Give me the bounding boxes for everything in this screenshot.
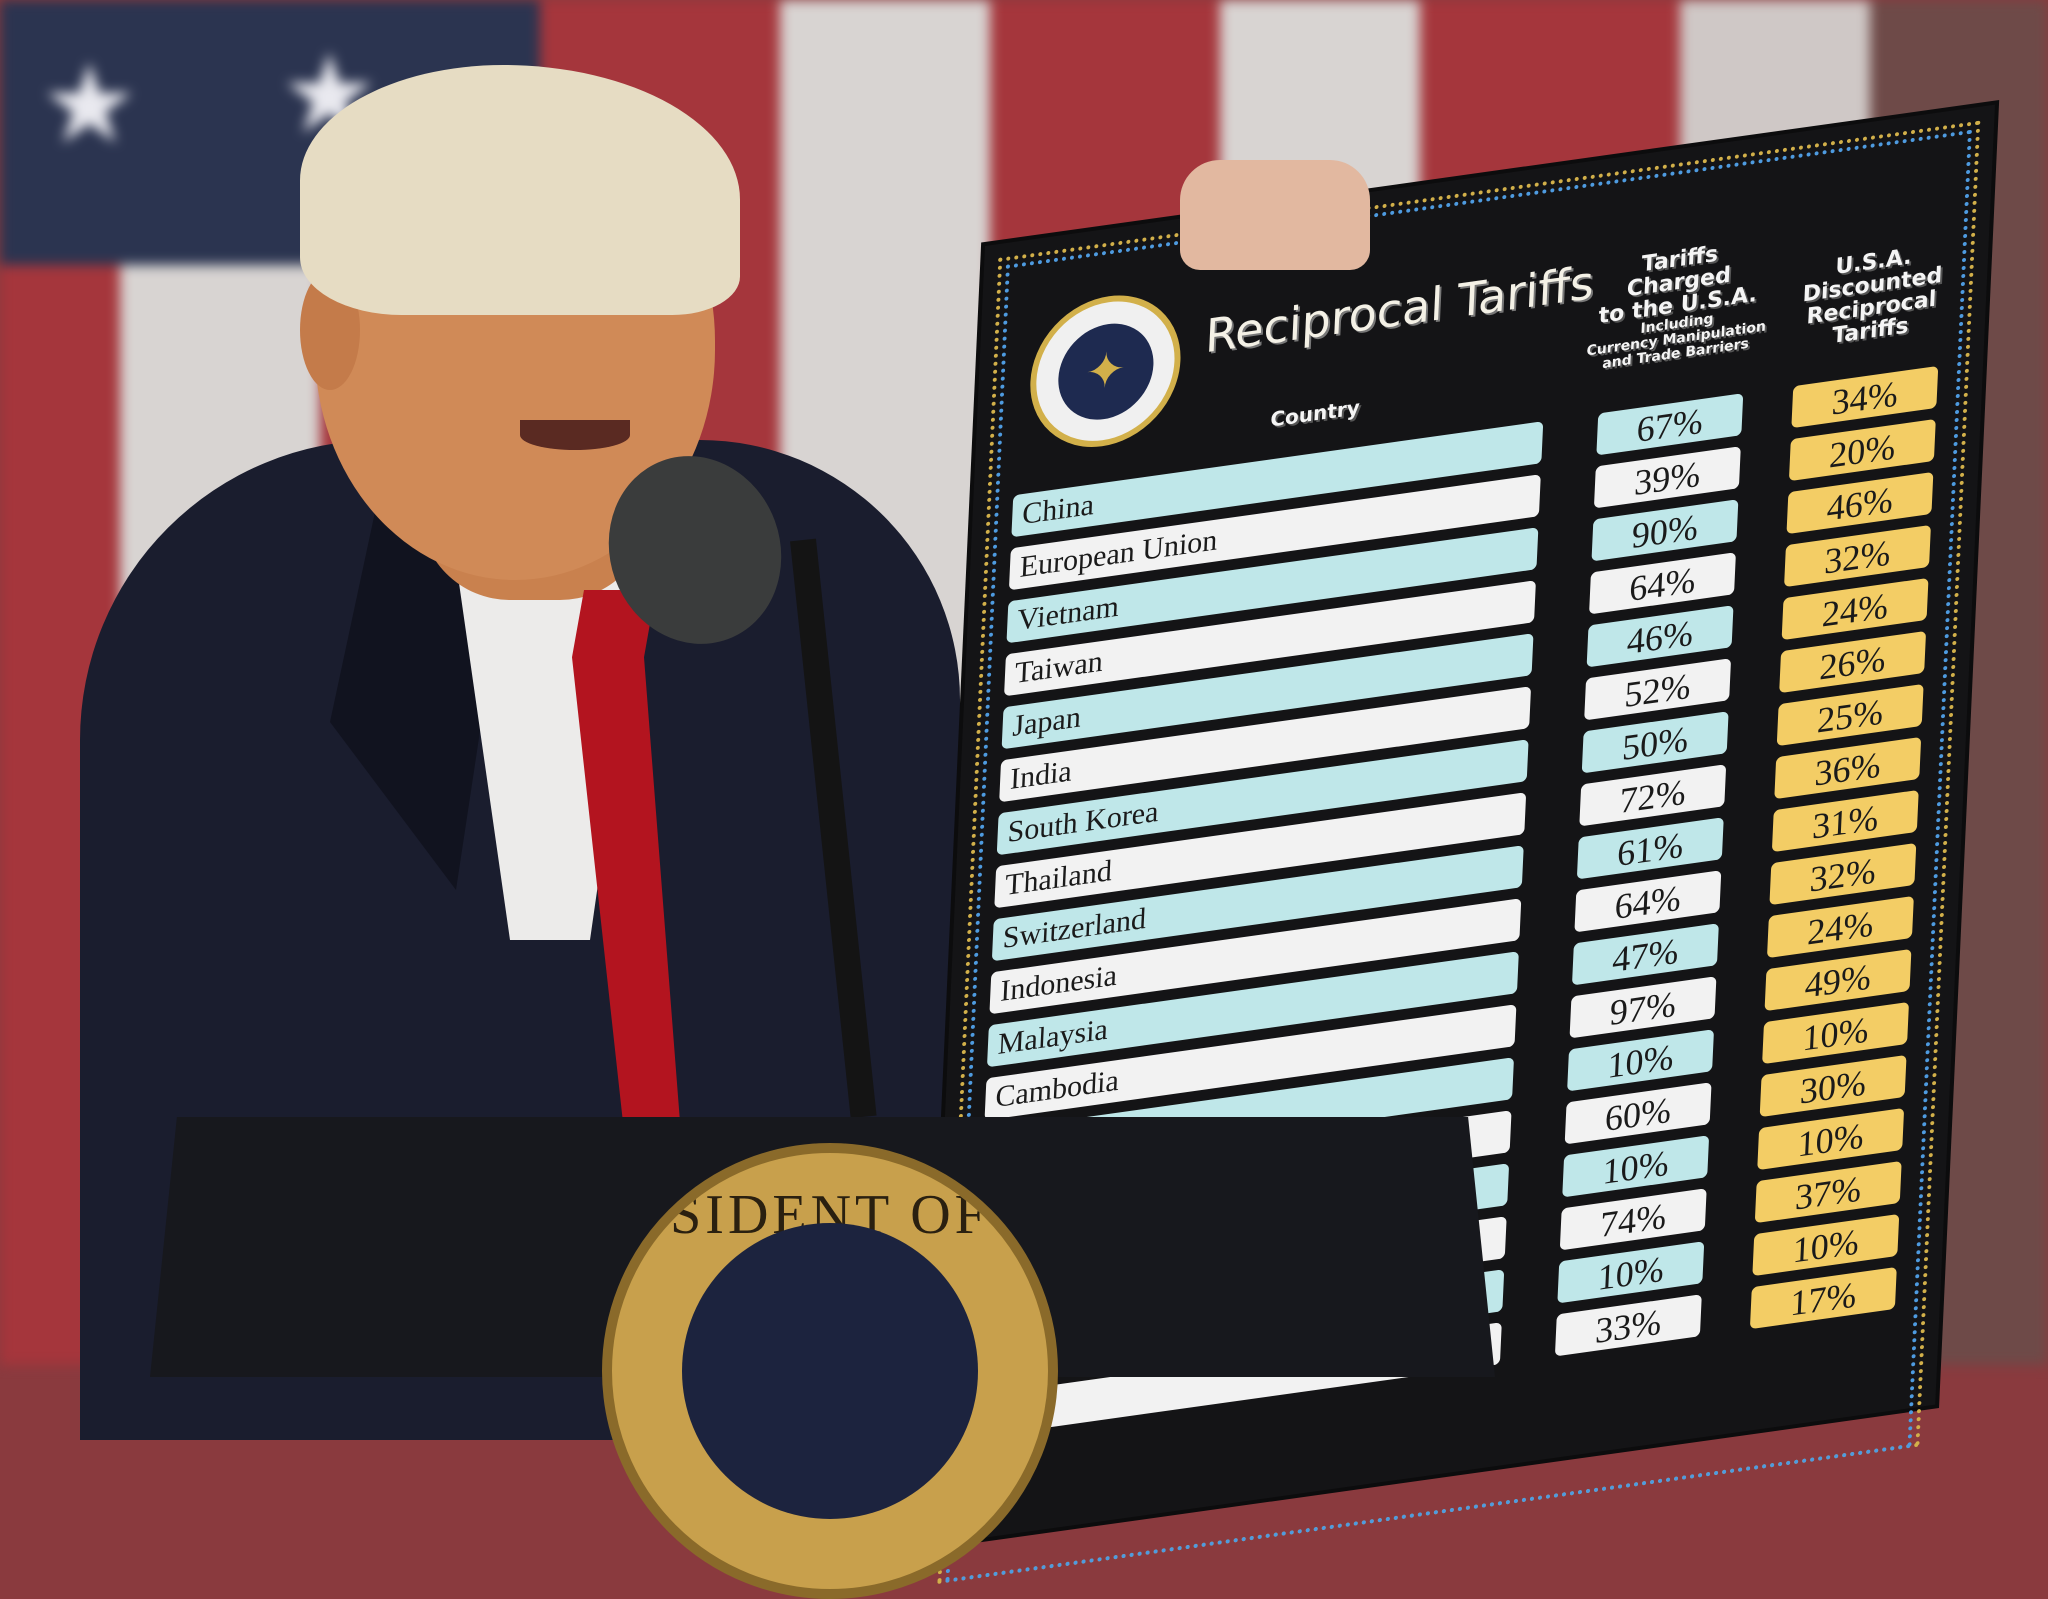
podium-seal-center [682, 1223, 978, 1519]
mouth [520, 420, 630, 450]
eagle-icon: ✦ [1055, 317, 1156, 426]
hand [1180, 160, 1370, 270]
star-icon: ★ [40, 43, 139, 166]
podium-seal-icon: SIDENT OF THE U [602, 1143, 1058, 1599]
hair [300, 65, 740, 315]
